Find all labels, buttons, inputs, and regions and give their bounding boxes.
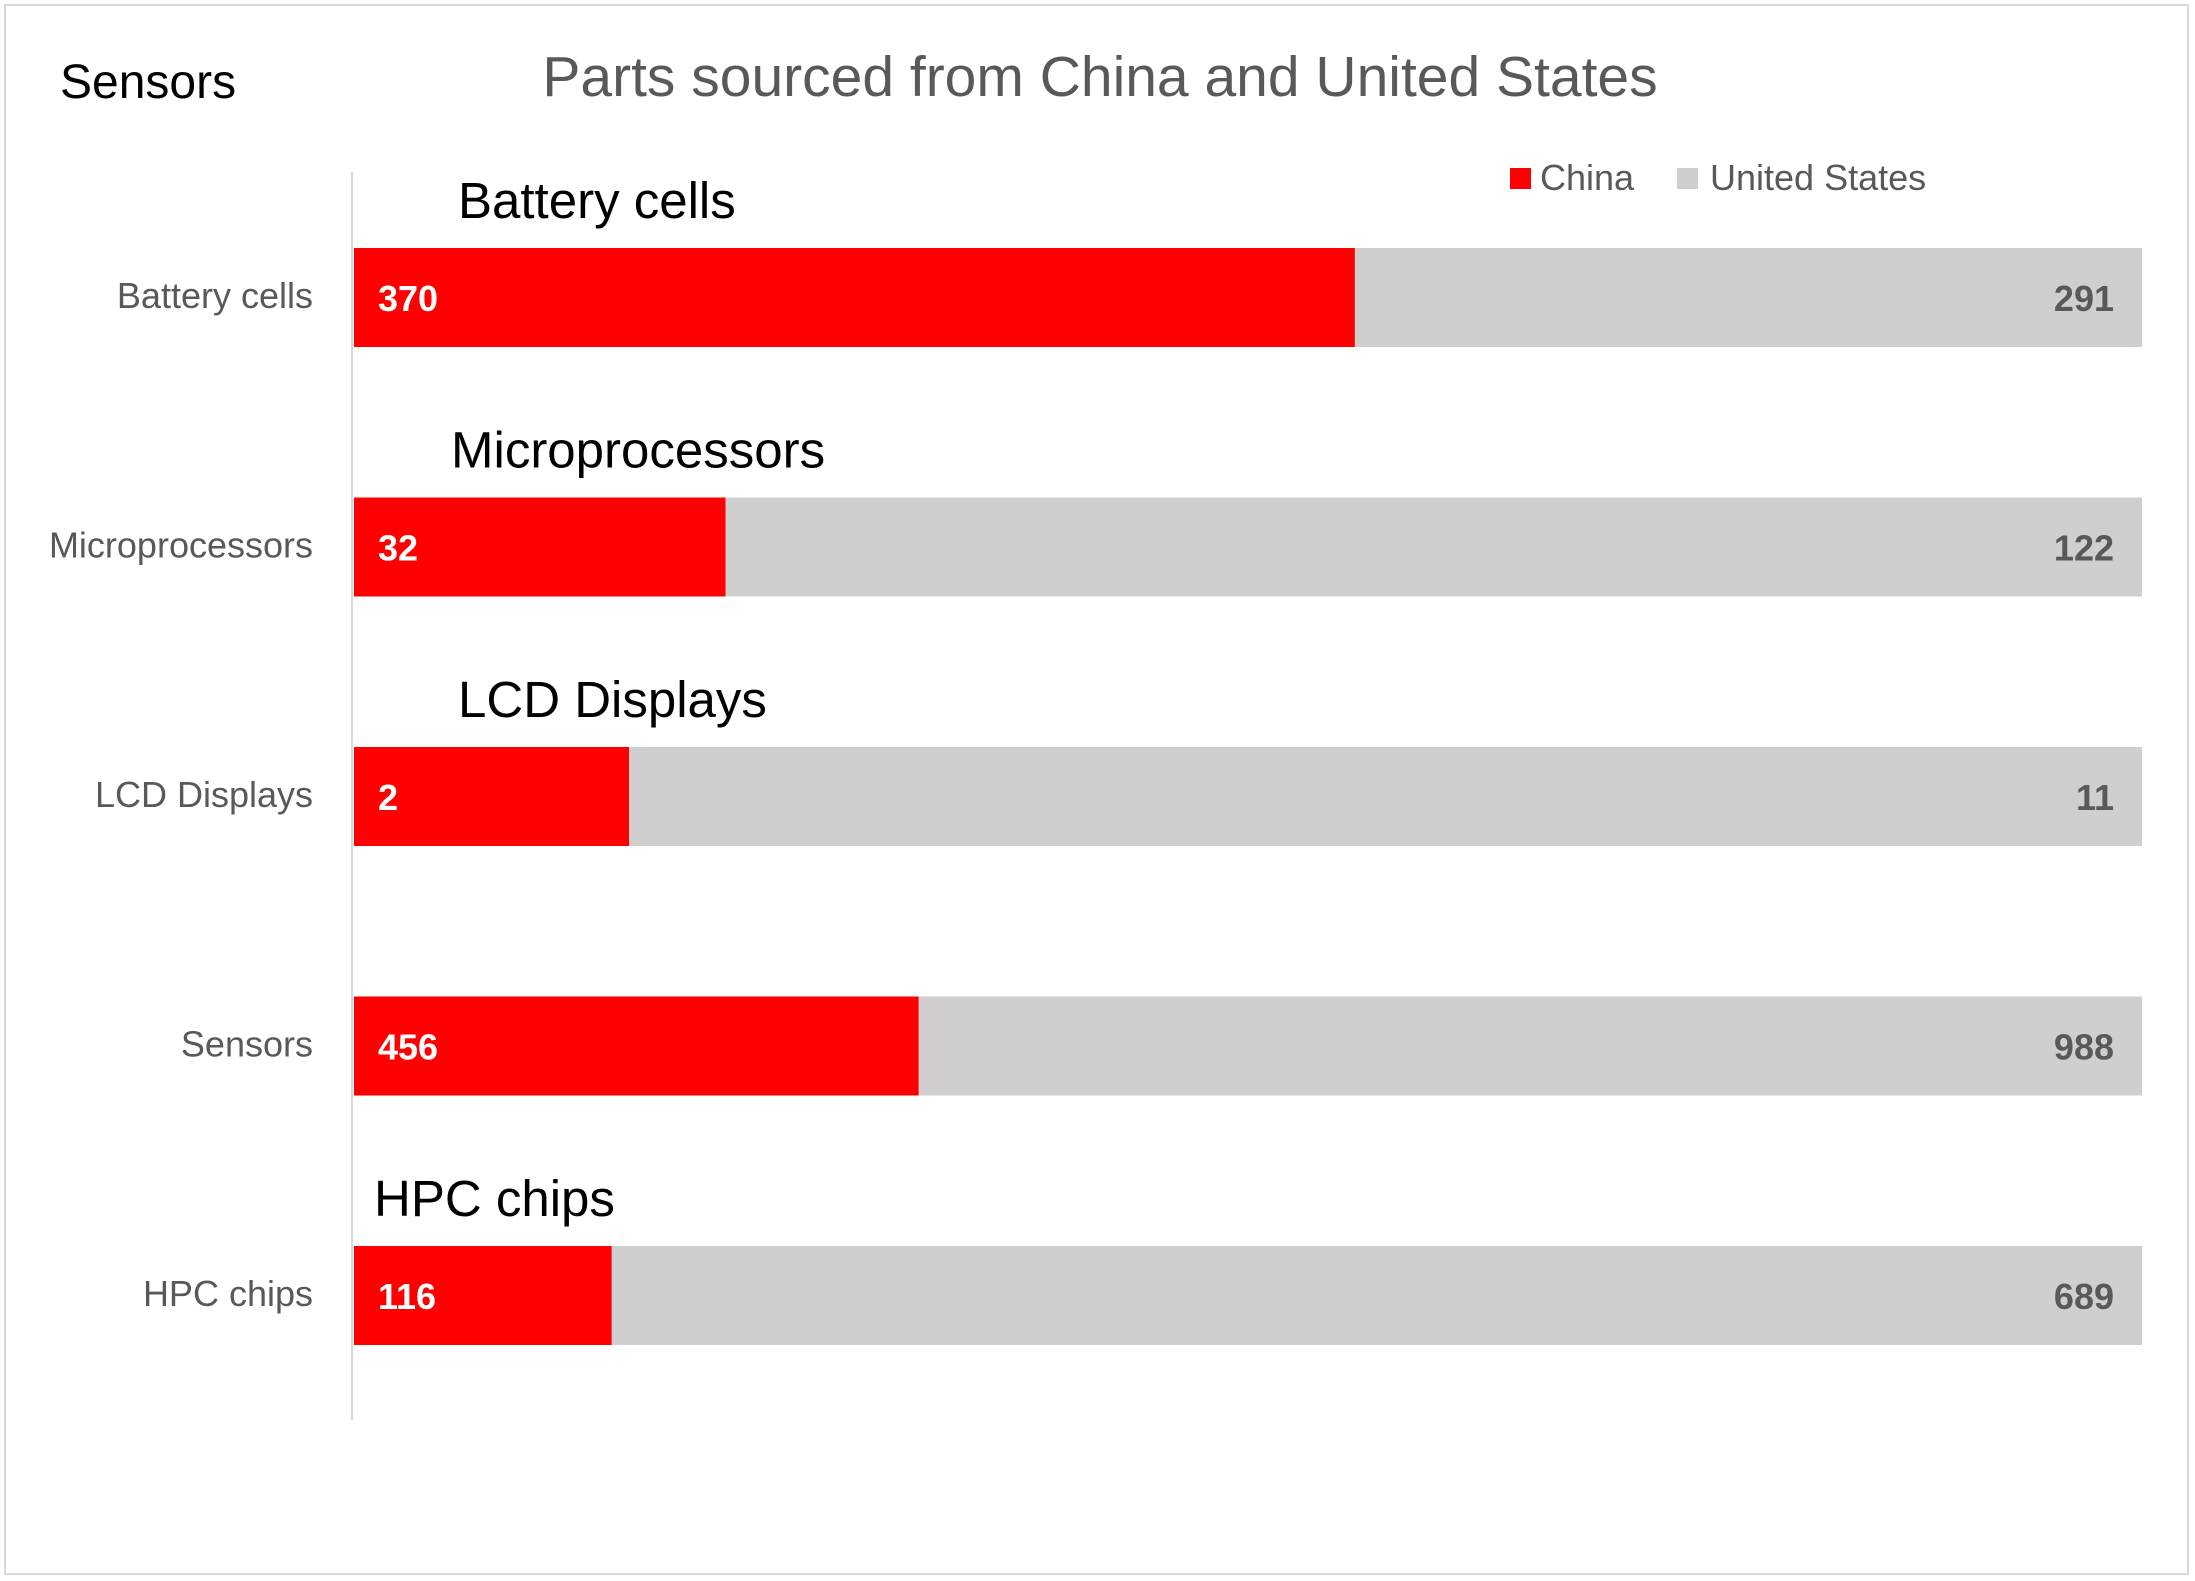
corner-label: Sensors xyxy=(60,56,236,109)
bar-china-lcd-displays xyxy=(354,747,630,846)
bar-us-microprocessors xyxy=(725,497,2142,597)
legend-label-china: China xyxy=(1540,157,1635,198)
data-label-china-battery-cells: 370 xyxy=(378,278,438,319)
legend-swatch-united-states xyxy=(1677,168,1698,189)
legend: China United States xyxy=(1510,157,1926,198)
data-label-us-microprocessors: 122 xyxy=(2054,528,2114,569)
data-label-china-hpc-chips: 116 xyxy=(378,1276,436,1317)
chart-title: Parts sourced from China and United Stat… xyxy=(542,45,1657,109)
data-label-us-lcd-displays: 11 xyxy=(2076,777,2114,818)
data-label-china-lcd-displays: 2 xyxy=(378,777,398,818)
legend-label-united-states: United States xyxy=(1710,157,1926,198)
category-label-lcd-displays: LCD Displays xyxy=(95,774,313,815)
bar-china-sensors xyxy=(354,996,919,1096)
data-label-us-sensors: 988 xyxy=(2054,1027,2114,1068)
data-label-china-microprocessors: 32 xyxy=(378,528,418,569)
bar-china-microprocessors xyxy=(354,497,726,597)
bar-title-lcd-displays: LCD Displays xyxy=(458,671,767,728)
data-label-us-battery-cells: 291 xyxy=(2054,278,2114,319)
bar-title-battery-cells: Battery cells xyxy=(458,172,736,229)
bar-title-microprocessors: Microprocessors xyxy=(451,422,825,479)
bars-group: Battery cells 370 291 Battery cells Micropro… xyxy=(49,172,2143,1345)
chart-frame xyxy=(4,4,2189,1575)
bar-us-hpc-chips xyxy=(611,1246,2143,1345)
data-label-us-hpc-chips: 689 xyxy=(2054,1276,2114,1317)
bar-title-hpc-chips: HPC chips xyxy=(374,1170,615,1227)
category-label-microprocessors: Microprocessors xyxy=(49,525,313,566)
category-label-sensors: Sensors xyxy=(181,1024,313,1065)
category-label-battery-cells: Battery cells xyxy=(117,275,313,316)
bar-us-lcd-displays xyxy=(629,747,2142,846)
data-label-china-sensors: 456 xyxy=(378,1027,438,1068)
bar-china-battery-cells xyxy=(354,248,1355,347)
bar-china-hpc-chips xyxy=(354,1246,612,1345)
bar-us-battery-cells xyxy=(1354,248,2142,347)
bar-us-sensors xyxy=(918,996,2142,1096)
legend-swatch-china xyxy=(1510,168,1531,189)
category-label-hpc-chips: HPC chips xyxy=(143,1273,313,1314)
